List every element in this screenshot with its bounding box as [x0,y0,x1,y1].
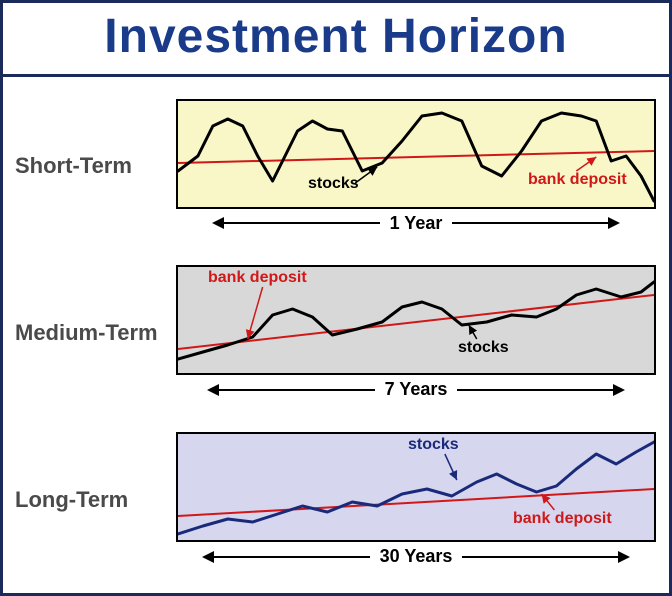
axis-arrow-right-icon [460,549,630,565]
chart-annotation: bank deposit [528,171,627,189]
chart-box: stocks bank deposit [176,432,656,542]
axis-arrow-left-icon [207,382,377,398]
row-label: Short-Term [15,153,165,179]
chart-annotation: stocks [408,436,459,454]
axis-arrow-right-icon [450,215,620,231]
panels-container: Short-Term stocks bank deposit 1 Year Med… [3,77,669,593]
panel-wrap: stocks bank deposit 30 Years [175,432,657,567]
axis-row: 1 Year [176,213,656,234]
main-title: Investment Horizon [104,10,567,63]
panel-row: Medium-Term bank deposit stocks 7 Years [15,265,657,400]
axis-arrow-right-icon [455,382,625,398]
axis-label: 30 Years [380,546,453,567]
chart-annotation: stocks [458,339,509,357]
chart-annotation: stocks [308,175,359,193]
panel-wrap: bank deposit stocks 7 Years [175,265,657,400]
chart-svg [178,101,654,207]
axis-arrow-left-icon [202,549,372,565]
row-label: Long-Term [15,487,165,513]
panel-row: Long-Term stocks bank deposit 30 Years [15,432,657,567]
axis-label: 7 Years [385,379,448,400]
chart-annotation: bank deposit [208,269,307,287]
panel-row: Short-Term stocks bank deposit 1 Year [15,99,657,234]
axis-label: 1 Year [390,213,443,234]
title-bar: Investment Horizon [3,3,669,77]
infographic-frame: Investment Horizon Short-Term stocksbank… [0,0,672,596]
chart-box: bank deposit stocks [176,265,656,375]
row-label: Medium-Term [15,320,165,346]
axis-arrow-left-icon [212,215,382,231]
chart-annotation: bank deposit [513,510,612,528]
chart-box: stocks bank deposit [176,99,656,209]
panel-wrap: stocks bank deposit 1 Year [175,99,657,234]
axis-row: 7 Years [176,379,656,400]
axis-row: 30 Years [176,546,656,567]
